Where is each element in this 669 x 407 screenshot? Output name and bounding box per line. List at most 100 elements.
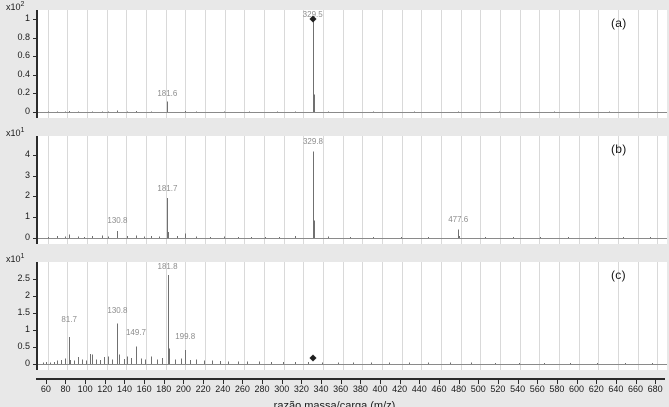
x-axis-tick-mark — [360, 380, 361, 384]
plot-inner: 81.7 130.8 149.7 181.8 199.8 — [38, 262, 667, 370]
x-axis-tick-label: 480 — [451, 384, 467, 394]
y-axis-scale-label: x102 — [6, 1, 24, 12]
y-axis-tick-mark — [33, 196, 36, 197]
y-axis-tick-mark — [33, 313, 36, 314]
x-axis: 60 80 100 120 140 160 180 200 220 240 260 280 300 320… — [0, 378, 669, 404]
x-axis-tick-mark — [262, 380, 263, 384]
x-axis-tick-mark — [577, 380, 578, 384]
spectrum-panel-1: x102 181.6 329.5 0 0.2 0.4 0.6 0.8 1 (a) — [0, 1, 669, 118]
x-axis-tick-label: 360 — [333, 384, 349, 394]
y-axis-tick-mark — [33, 347, 36, 348]
x-axis-tick-mark — [380, 380, 381, 384]
y-axis-tick-label: 3 — [24, 169, 30, 180]
x-axis-tick-label: 460 — [431, 384, 447, 394]
x-axis-tick-label: 660 — [628, 384, 644, 394]
x-axis-tick-label: 60 — [40, 384, 51, 394]
x-axis-tick-mark — [282, 380, 283, 384]
y-axis-tick-mark — [33, 364, 36, 365]
y-axis-tick-label: 0 — [24, 358, 30, 368]
x-axis-tick-label: 160 — [136, 384, 152, 394]
plot-area: 130.8 181.7 329.8 477.6 — [36, 136, 667, 244]
y-axis-tick-label: 4 — [24, 148, 30, 159]
x-axis-tick-mark — [439, 380, 440, 384]
x-axis-tick-mark — [183, 380, 184, 384]
x-axis-tick-mark — [400, 380, 401, 384]
y-axis-tick-label: 0.4 — [17, 68, 30, 79]
x-axis-tick-label: 380 — [352, 384, 368, 394]
peak-label: 329.5 — [303, 10, 323, 19]
y-axis-tick-mark — [33, 38, 36, 39]
x-axis-tick-label: 100 — [77, 384, 93, 394]
y-axis-scale-label: x101 — [6, 253, 24, 264]
y-axis-tick-mark — [33, 279, 36, 280]
x-axis-tick-mark — [65, 380, 66, 384]
peak-label: 329.8 — [302, 137, 323, 147]
peak-label: 181.8 — [157, 262, 178, 271]
x-axis-tick-label: 140 — [116, 384, 132, 394]
y-axis-tick-label: 0.6 — [17, 50, 30, 61]
x-axis-tick-mark — [478, 380, 479, 384]
x-axis-tick-mark — [46, 380, 47, 384]
x-axis-tick-mark — [164, 380, 165, 384]
spectrum-trace — [38, 275, 667, 365]
peak-label: 477.6 — [448, 214, 469, 224]
y-axis-tick-label: 2 — [24, 290, 30, 301]
x-axis-tick-label: 300 — [274, 384, 290, 394]
x-axis-tick-mark — [301, 380, 302, 384]
x-axis-tick-label: 520 — [490, 384, 506, 394]
y-axis-tick-label: 0.5 — [17, 341, 30, 352]
y-axis-tick-mark — [33, 112, 36, 113]
panel-identifier: (a) — [611, 16, 627, 30]
x-axis-tick-label: 200 — [175, 384, 191, 394]
y-axis-tick-label: 1 — [24, 324, 30, 335]
x-axis-tick-mark — [459, 380, 460, 384]
y-axis-tick-mark — [33, 238, 36, 239]
y-axis-exponent: 1 — [20, 253, 25, 260]
y-axis-scale-label: x101 — [6, 127, 24, 138]
x-axis-tick-mark — [105, 380, 106, 384]
x-axis-tick-mark — [144, 380, 145, 384]
x-axis-tick-label: 320 — [293, 384, 309, 394]
x-axis-tick-mark — [203, 380, 204, 384]
x-axis-tick-label: 560 — [529, 384, 545, 394]
y-axis-tick-mark — [33, 155, 36, 156]
x-axis-tick-label: 220 — [195, 384, 211, 394]
x-axis-tick-label: 600 — [569, 384, 585, 394]
plot-area: 181.6 329.5 — [36, 10, 667, 118]
x-axis-tick-label: 180 — [156, 384, 172, 394]
y-axis-exponent: 2 — [20, 1, 25, 8]
spectrum-panel-3: x101 81.7 130.8 149.7 181.8 199.8 0 0.5 1 1.5 2 2.5… — [0, 253, 669, 370]
y-axis-tick-mark — [33, 330, 36, 331]
x-axis-tick-mark — [616, 380, 617, 384]
y-axis-multiplier: x10 — [6, 254, 21, 264]
plot-inner: 130.8 181.7 329.8 477.6 — [38, 136, 667, 244]
x-axis-tick-mark — [537, 380, 538, 384]
y-axis-tick-mark — [33, 217, 36, 218]
spectrum-panel-2: x101 130.8 181.7 329.8 477.6 0 1 2 3 4 (b) — [0, 127, 669, 244]
x-axis-tick-label: 640 — [608, 384, 624, 394]
peak-label: 81.7 — [61, 315, 77, 325]
peak-label: 130.8 — [107, 215, 128, 225]
plot-inner: 181.6 329.5 — [38, 10, 667, 118]
y-axis-tick-label: 2 — [24, 190, 30, 201]
plot-area: 81.7 130.8 149.7 181.8 199.8 — [36, 262, 667, 370]
x-axis-tick-label: 580 — [549, 384, 565, 394]
x-axis-tick-mark — [85, 380, 86, 384]
x-axis-tick-label: 420 — [392, 384, 408, 394]
y-axis-multiplier: x10 — [6, 128, 21, 138]
y-axis-tick-label: 0 — [24, 232, 30, 242]
y-axis-exponent: 1 — [20, 127, 25, 134]
x-axis-tick-label: 240 — [215, 384, 231, 394]
y-axis-tick-label: 0.8 — [17, 31, 30, 42]
x-axis-tick-mark — [518, 380, 519, 384]
x-axis-tick-mark — [419, 380, 420, 384]
x-axis-tick-label: 280 — [254, 384, 270, 394]
x-axis-tick-mark — [242, 380, 243, 384]
x-axis-tick-label: 440 — [411, 384, 427, 394]
spectrum-trace — [38, 151, 667, 239]
x-axis-tick-mark — [655, 380, 656, 384]
y-axis-tick-mark — [33, 19, 36, 20]
peak-label: 130.8 — [107, 306, 128, 316]
x-axis-tick-label: 620 — [588, 384, 604, 394]
